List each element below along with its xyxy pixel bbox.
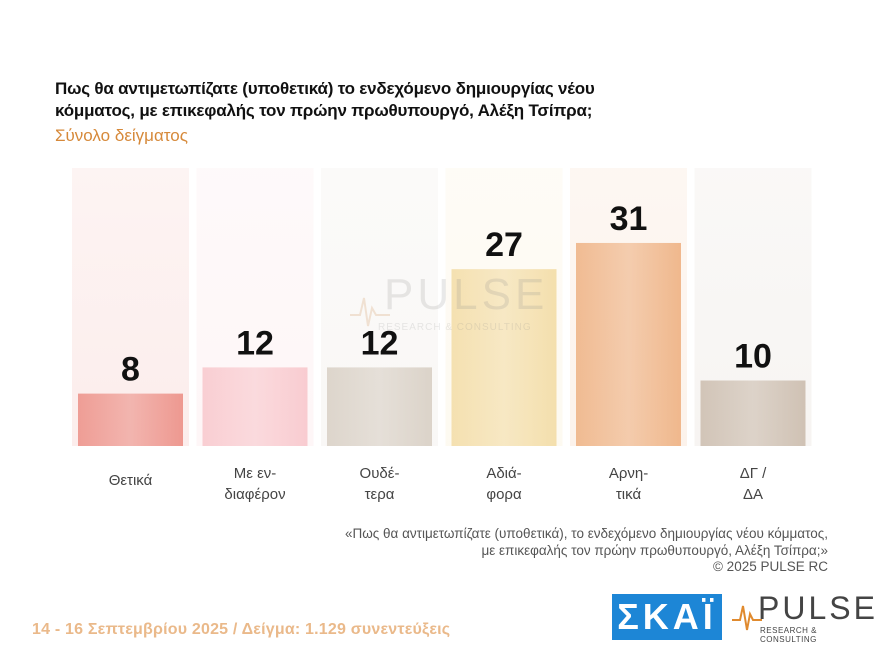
- date-sample-footer: 14 - 16 Σεπτεμβρίου 2025 / Δείγμα: 1.129…: [32, 621, 451, 638]
- category-label-4-line-2: φορα: [486, 486, 522, 503]
- category-label-3-line-2: τερα: [365, 486, 395, 503]
- bar-4: [451, 269, 557, 446]
- skai-logo: ΣΚΑΪ: [612, 594, 722, 640]
- category-label-5-line-1: Αρνη-: [609, 465, 648, 482]
- data-label-1: 8: [121, 351, 140, 389]
- bar-2: [202, 367, 308, 446]
- category-label-5-line-2: τικά: [616, 486, 642, 503]
- data-label-4: 27: [485, 226, 523, 264]
- pulse-logo: PULSE RESEARCH & CONSULTING: [732, 590, 875, 644]
- data-label-2: 12: [236, 324, 274, 362]
- bar-1: [78, 393, 183, 446]
- pulse-logo-word: PULSE: [758, 590, 878, 626]
- copyright: © 2025 PULSE RC: [712, 559, 828, 574]
- chart-title: Πως θα αντιμετωπίζατε (υποθετικά) το ενδ…: [55, 79, 595, 120]
- bar-chart: 8 Θετικά 12 Με εν-διαφέρον 12 Ουδέ-τερα 27 Αδιά…: [72, 168, 812, 503]
- data-label-3: 12: [361, 324, 399, 362]
- pulse-logo-sub: RESEARCH & CONSULTING: [760, 626, 818, 644]
- category-label-2-line-1: Με εν-: [234, 465, 277, 482]
- quote-line-1: «Πως θα αντιμετωπίζατε (υποθετικά), το ε…: [344, 526, 828, 541]
- category-label-1-line-1: Θετικά: [109, 472, 153, 489]
- data-label-6: 10: [734, 338, 772, 376]
- quote-line-2: με επικεφαλής τον πρώην πρωθυπουργό, Αλέ…: [481, 543, 828, 558]
- bar-6: [700, 380, 806, 446]
- category-label-6-line-1: ΔΓ /: [740, 465, 767, 482]
- bar-5: [576, 242, 681, 446]
- chart-subtitle: Σύνολο δείγματος: [55, 126, 188, 145]
- data-label-5: 31: [610, 200, 648, 238]
- category-label-6-line-2: ΔΑ: [743, 486, 763, 503]
- question-quote: «Πως θα αντιμετωπίζατε (υποθετικά), το ε…: [268, 525, 828, 559]
- category-label-4-line-1: Αδιά-: [486, 465, 521, 482]
- category-label-2-line-2: διαφέρον: [224, 486, 285, 503]
- pulse-logo-wave-icon: [732, 605, 762, 631]
- category-label-3-line-1: Ουδέ-: [360, 465, 400, 482]
- bar-3: [327, 367, 432, 446]
